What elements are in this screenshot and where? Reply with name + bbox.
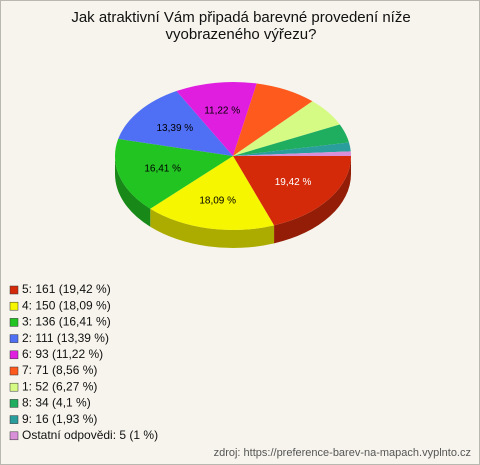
legend-swatch bbox=[9, 301, 19, 311]
legend-label: 7: 71 (8,56 %) bbox=[22, 363, 97, 377]
legend-label: 3: 136 (16,41 %) bbox=[22, 315, 111, 329]
legend-swatch bbox=[9, 334, 19, 343]
legend-label: Ostatní odpovědi: 5 (1 %) bbox=[22, 428, 158, 442]
slice bbox=[233, 101, 340, 156]
slice bbox=[118, 91, 233, 156]
legend-label: 1: 52 (6,27 %) bbox=[22, 379, 97, 393]
slice-side bbox=[150, 208, 275, 248]
data-label: 11,22 % bbox=[204, 105, 240, 116]
legend-swatch bbox=[9, 350, 19, 360]
legend-label: 5: 161 (19,42 %) bbox=[22, 282, 111, 296]
source: zdroj: https://preference-barev-na-mapac… bbox=[214, 447, 471, 459]
slice bbox=[233, 83, 313, 156]
data-label: 13,39 % bbox=[157, 123, 194, 134]
legend-swatch bbox=[9, 366, 19, 376]
legend-swatch bbox=[9, 382, 19, 392]
legend-label: 4: 150 (18,09 %) bbox=[22, 298, 111, 312]
data-label: 16,41 % bbox=[144, 163, 181, 174]
legend-label: 8: 34 (4,1 %) bbox=[22, 396, 91, 410]
slice bbox=[176, 81, 257, 156]
data-label: 18,09 % bbox=[199, 196, 236, 207]
chart-title: Jak atraktivní Vám připadá barevné prove… bbox=[71, 9, 411, 43]
slice bbox=[233, 142, 351, 156]
data-label: 19,42 % bbox=[275, 177, 312, 188]
legend-swatch bbox=[9, 285, 19, 295]
legend-swatch bbox=[9, 431, 19, 441]
slice bbox=[233, 156, 351, 226]
slice-side bbox=[274, 156, 351, 244]
legend-label: 6: 93 (11,22 %) bbox=[22, 347, 103, 361]
slice-side bbox=[115, 156, 151, 227]
legend-swatch bbox=[9, 318, 19, 327]
legend-swatch bbox=[9, 399, 19, 408]
slice bbox=[150, 156, 275, 230]
legend-swatch bbox=[9, 415, 19, 424]
legend-label: 2: 111 (13,39 %) bbox=[22, 331, 109, 345]
slice bbox=[233, 151, 351, 156]
slice bbox=[233, 124, 350, 156]
legend-label: 9: 16 (1,93 %) bbox=[22, 412, 97, 426]
slice bbox=[115, 138, 233, 209]
